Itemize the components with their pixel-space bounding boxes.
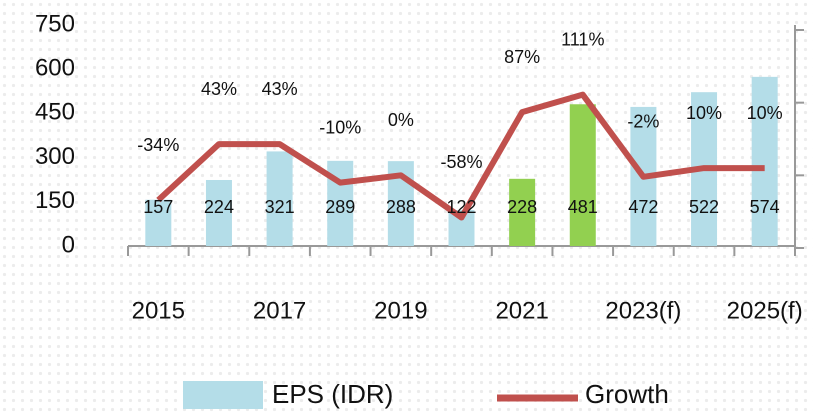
data-label: 111% [561, 29, 604, 49]
bar [569, 104, 596, 246]
data-label: -10% [319, 117, 361, 137]
y-tick-label: 450 [35, 99, 75, 126]
bar [205, 179, 232, 246]
data-label: -58% [440, 152, 482, 172]
line [156, 91, 765, 221]
y-tick-label: 0 [62, 231, 75, 258]
x-tick-label: 2021 [495, 297, 548, 324]
y-tick-label: 600 [35, 55, 75, 82]
data-label: 43% [201, 79, 237, 99]
plot: 0 150 300 450 600 750 2015 2017 2019 2021 2023(f) 2… [35, 10, 804, 324]
x-tick-label: 2025(f) [727, 297, 803, 324]
y-tick-label: 300 [35, 143, 75, 170]
data-label: 157 [143, 197, 173, 217]
data-label: -2% [627, 112, 659, 132]
data-label: 87% [504, 47, 540, 67]
bar [145, 199, 172, 246]
data-label: 228 [507, 197, 537, 217]
data-label: 481 [568, 197, 598, 217]
data-label: 0% [388, 110, 414, 130]
data-label: 10% [747, 103, 783, 123]
x-tick-label: 2015 [132, 297, 185, 324]
data-label: 522 [689, 197, 719, 217]
bar [751, 76, 778, 247]
legend-swatch [183, 381, 263, 409]
x-tick-label: 2019 [374, 297, 427, 324]
x-tick-label: 2017 [253, 297, 306, 324]
y-tick-label: 750 [35, 10, 75, 37]
data-label: 289 [325, 197, 355, 217]
data-label: 321 [265, 197, 295, 217]
data-label: 288 [386, 197, 416, 217]
legend-label: EPS (IDR) [272, 379, 393, 409]
data-label: 122 [446, 197, 476, 217]
data-label: 574 [750, 197, 780, 217]
data-label: 43% [262, 79, 298, 99]
data-label: -34% [137, 135, 179, 155]
bar [266, 151, 293, 246]
y-tick-label: 150 [35, 187, 75, 214]
x-tick-label: 2023(f) [605, 297, 681, 324]
data-label: 224 [204, 197, 234, 217]
data-label: 10% [686, 103, 722, 123]
data-label: 472 [628, 197, 658, 217]
legend-label: Growth [585, 379, 669, 409]
bar [509, 178, 536, 246]
